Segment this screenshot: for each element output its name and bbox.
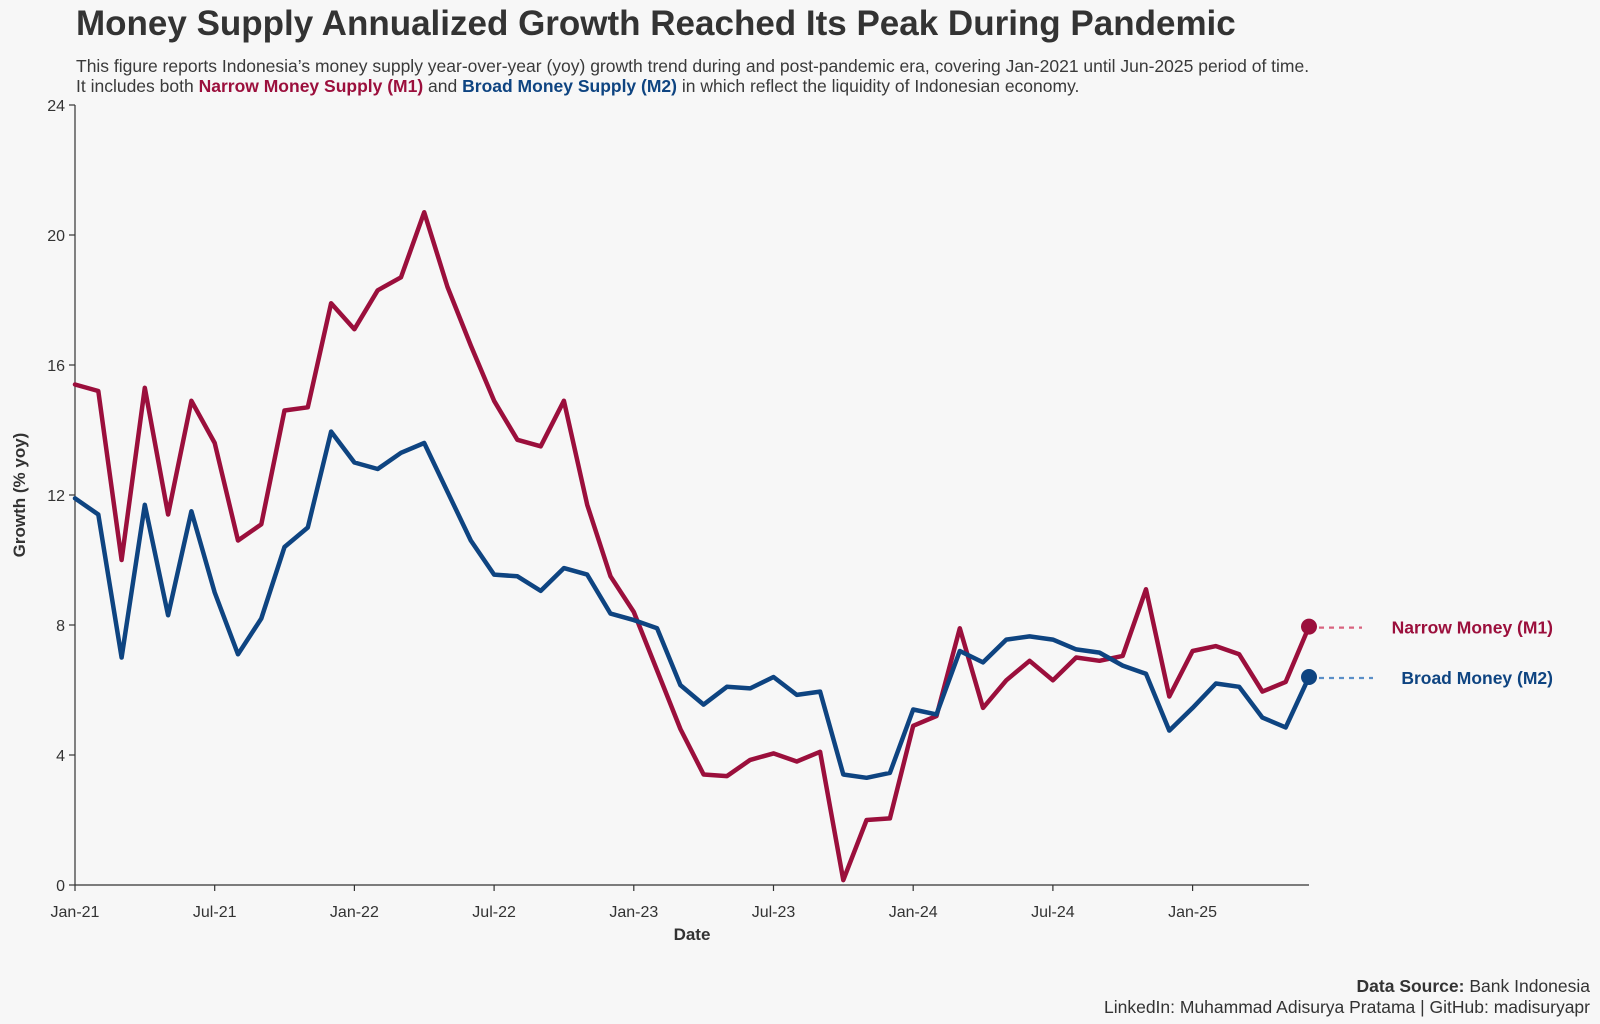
end-point-m2 — [1301, 669, 1317, 685]
data-source-value: Bank Indonesia — [1464, 976, 1590, 996]
x-axis: Jan-21 Jul-21 Jan-22 Jul-22 Jan-23 Jul-23 Jan-… — [51, 884, 1309, 921]
x-tick-label: Jan-23 — [609, 904, 658, 921]
end-label-m2: Broad Money (M2) — [1401, 668, 1553, 688]
subtitle-suffix: in which reflect the liquidity of Indone… — [677, 76, 1080, 96]
x-tick-label: Jan-24 — [889, 904, 938, 921]
x-tick-label: Jan-22 — [330, 904, 379, 921]
data-source-line: Data Source: Bank Indonesia — [1104, 976, 1590, 997]
x-tick-label: Jan-21 — [51, 904, 100, 921]
end-label-m1: Narrow Money (M1) — [1392, 618, 1553, 638]
x-tick-label: Jul-21 — [193, 904, 237, 921]
end-markers: Narrow Money (M1) Broad Money (M2) — [1301, 618, 1553, 688]
end-point-m1 — [1301, 618, 1317, 635]
x-tick-label: Jul-22 — [472, 904, 516, 921]
x-tick-label: Jul-23 — [752, 904, 796, 921]
y-tick-label: 24 — [47, 98, 65, 115]
series-line-m2 — [72, 429, 1312, 781]
subtitle-m2-name: Broad Money Supply (M2) — [462, 76, 677, 96]
x-tick-label: Jul-24 — [1031, 904, 1075, 921]
chart-subtitle: This figure reports Indonesia’s money su… — [76, 56, 1309, 96]
y-tick-label: 8 — [56, 618, 65, 635]
x-axis-title: Date — [674, 925, 711, 944]
x-tick-label: Jan-25 — [1168, 904, 1217, 921]
y-axis: 0 4 8 12 16 20 24 — [47, 98, 76, 895]
y-tick-label: 4 — [56, 748, 65, 765]
subtitle-line-1: This figure reports Indonesia’s money su… — [76, 56, 1310, 76]
subtitle-mid: and — [423, 76, 463, 96]
subtitle-line-2: It includes both Narrow Money Supply (M1… — [76, 76, 1309, 96]
y-tick-label: 20 — [47, 228, 65, 245]
chart-footer: Data Source: Bank Indonesia LinkedIn: Mu… — [1104, 976, 1590, 1018]
y-axis-title: Growth (% yoy) — [10, 433, 29, 558]
y-tick-label: 16 — [47, 358, 65, 375]
chart-title: Money Supply Annualized Growth Reached I… — [76, 4, 1236, 43]
series-line-m1 — [72, 210, 1312, 883]
data-source-label: Data Source: — [1356, 976, 1465, 996]
subtitle-m1-name: Narrow Money Supply (M1) — [198, 76, 424, 96]
subtitle-prefix: It includes both — [76, 76, 199, 96]
series-lines — [72, 210, 1312, 883]
credits-line: LinkedIn: Muhammad Adisurya Pratama | Gi… — [1103, 997, 1590, 1017]
y-tick-label: 12 — [47, 488, 65, 505]
y-tick-label: 0 — [56, 878, 65, 895]
